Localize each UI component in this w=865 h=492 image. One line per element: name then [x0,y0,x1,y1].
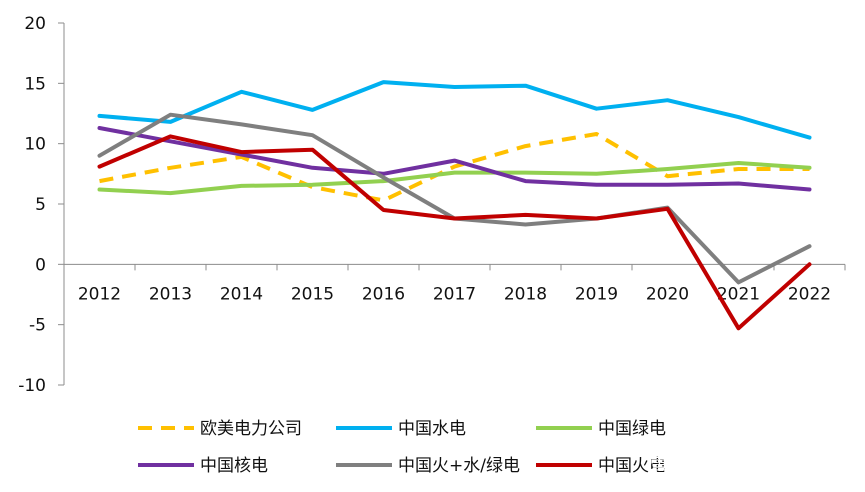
y-tick-label: 20 [24,14,46,34]
chart-series [97,80,812,331]
x-tick-label: 2019 [575,284,618,304]
x-tick-label: 2021 [717,284,760,304]
chart-axes [58,22,846,386]
x-tick-label: 2020 [646,284,689,304]
x-tick-label: 2022 [788,284,831,304]
series-line-2 [97,80,812,140]
legend-label-4: 中国核电 [200,456,268,476]
x-tick-label: 2018 [504,284,547,304]
y-tick-label: -10 [18,376,46,396]
x-tick-label: 2016 [362,284,405,304]
series-line-3 [97,161,812,196]
x-tick-label: 2013 [149,284,192,304]
watermark-text: 雪球：清风入海 [650,455,783,477]
y-tick-label: 15 [24,74,46,94]
y-tick-label: -5 [29,316,46,336]
legend-label-6: 中国火电 [598,456,666,476]
series-line-5 [97,112,812,285]
x-tick-label: 2012 [78,284,121,304]
legend-label-3: 中国绿电 [598,419,666,439]
series-line-6 [97,134,812,331]
series-line-1 [99,132,810,203]
x-tick-label: 2014 [220,284,263,304]
y-tick-label: 5 [35,195,46,215]
y-tick-label: 10 [24,135,46,155]
y-tick-labels: -10 -5 0 5 10 15 20 [18,14,46,396]
legend-label-1: 欧美电力公司 [200,419,302,439]
series-line-4 [97,126,812,192]
x-tick-label: 2017 [433,284,476,304]
y-tick-label: 0 [35,255,46,275]
x-tick-labels: 2012 2013 2014 2015 2016 2017 2018 2019 2020 2021… [78,284,831,304]
x-tick-label: 2015 [291,284,334,304]
legend-label-5: 中国火+水/绿电 [398,456,520,476]
legend-label-2: 中国水电 [398,419,466,439]
